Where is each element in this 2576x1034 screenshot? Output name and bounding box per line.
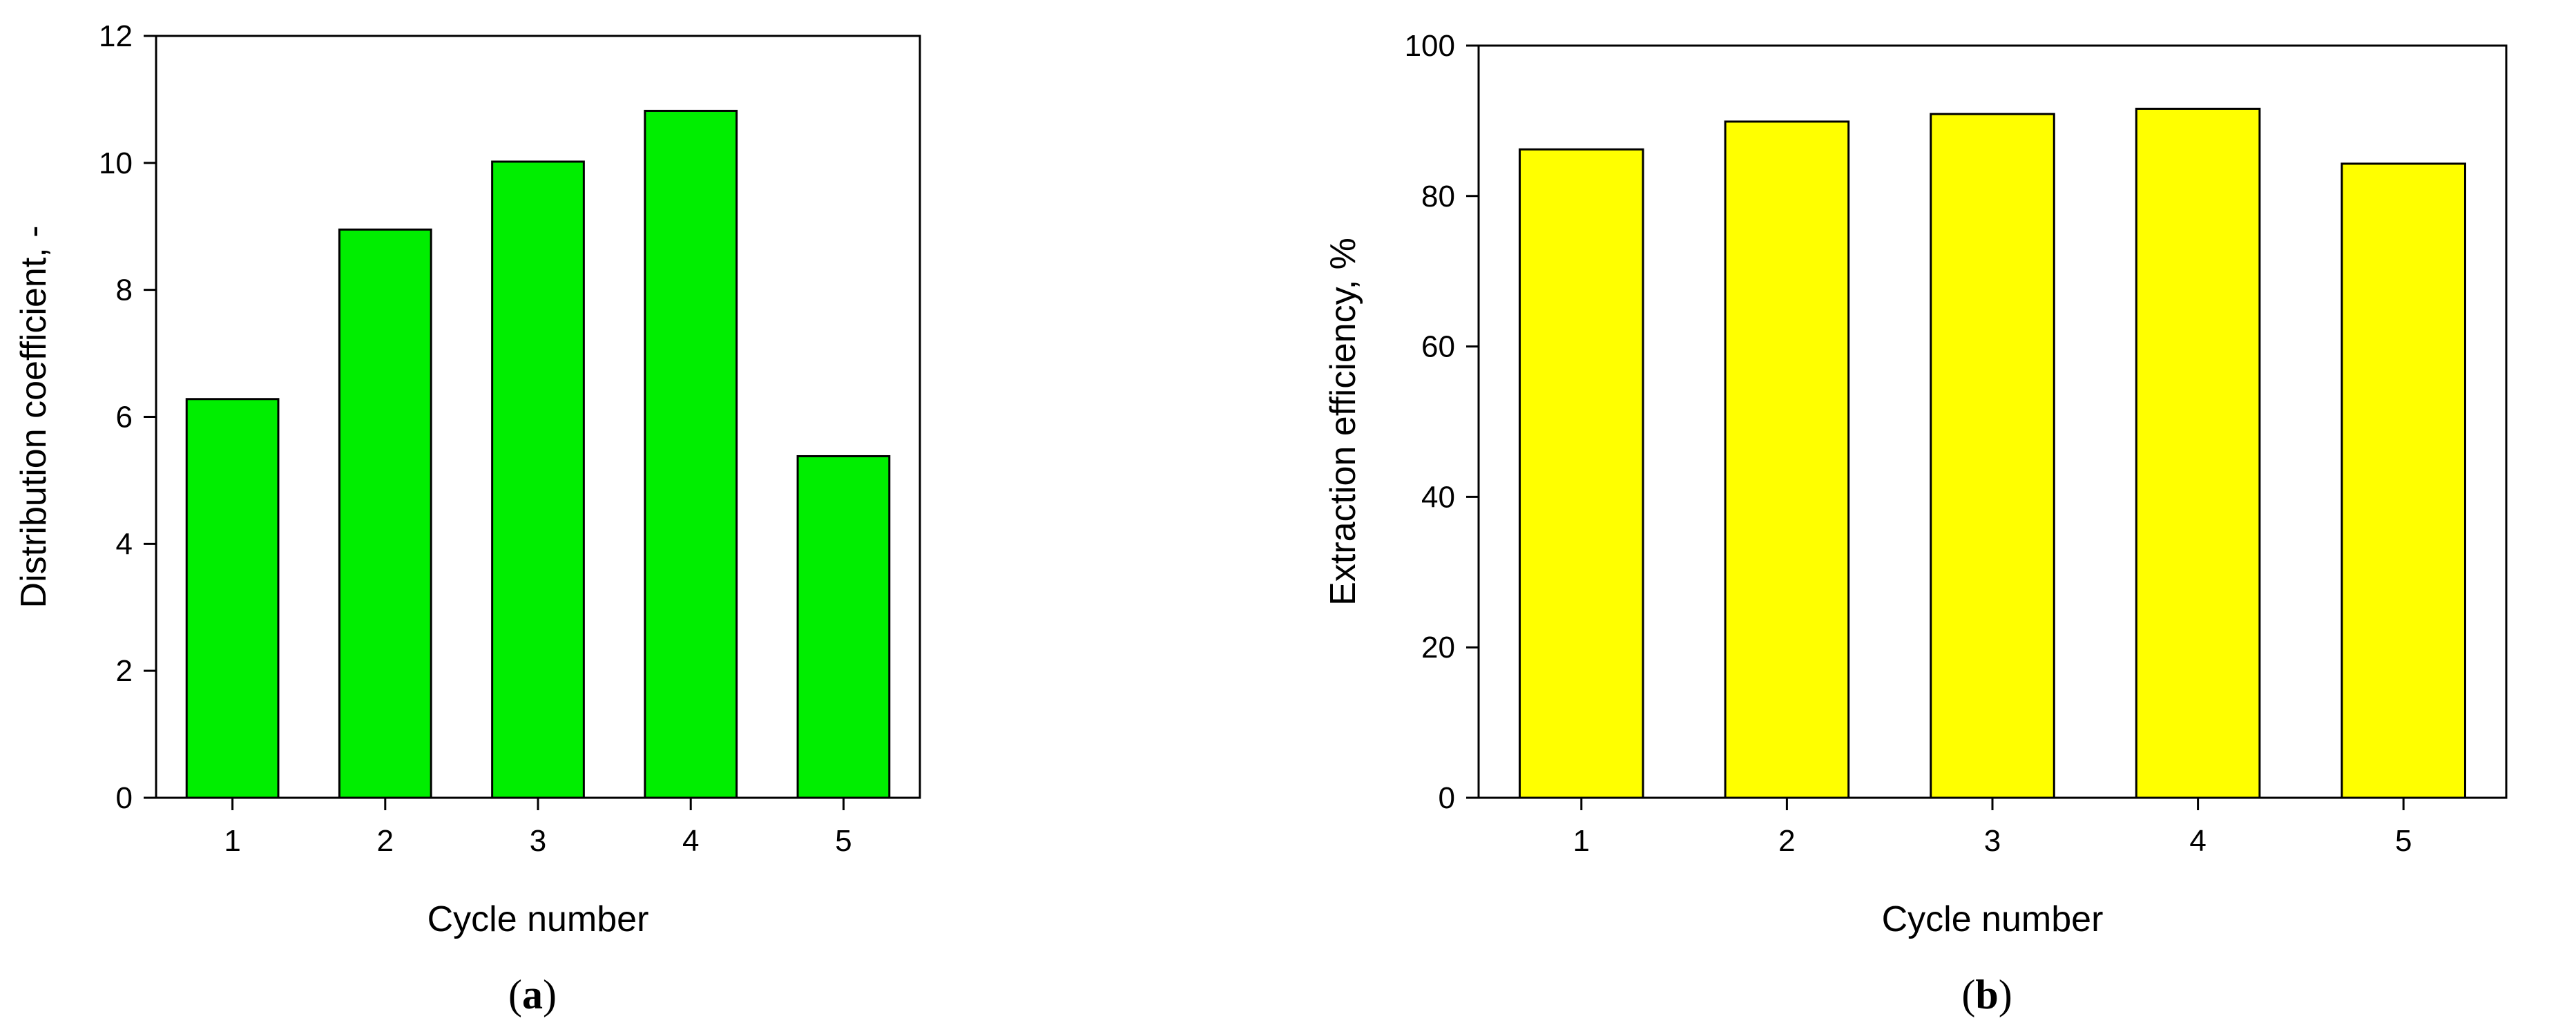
y-tick-label: 40 bbox=[1421, 480, 1455, 514]
bar-cycle-5 bbox=[796, 454, 891, 799]
bar-cycle-4 bbox=[2135, 107, 2261, 799]
y-tick-label: 2 bbox=[116, 654, 133, 688]
x-tick-label: 2 bbox=[377, 824, 394, 858]
bar-cycle-3 bbox=[1930, 113, 2055, 799]
x-tick-label: 4 bbox=[682, 824, 699, 858]
x-tick-label: 1 bbox=[1573, 824, 1590, 858]
panel-label: (b) bbox=[1961, 972, 2012, 1017]
y-tick-label: 20 bbox=[1421, 631, 1455, 664]
x-tick-label: 3 bbox=[530, 824, 546, 858]
bar-cycle-5 bbox=[2340, 162, 2466, 799]
bar-cycle-2 bbox=[338, 228, 432, 799]
y-axis-label: Extraction efficiency, % bbox=[1323, 238, 1363, 606]
x-tick-label: 1 bbox=[224, 824, 240, 858]
y-tick-label: 4 bbox=[116, 527, 133, 561]
bar-cycle-2 bbox=[1724, 120, 1850, 799]
x-tick-label: 2 bbox=[1778, 824, 1795, 858]
y-tick-label: 8 bbox=[116, 274, 133, 307]
bar-cycle-3 bbox=[491, 160, 585, 799]
bar-cycle-4 bbox=[644, 109, 738, 799]
x-tick-label: 4 bbox=[2189, 824, 2206, 858]
y-tick-label: 12 bbox=[99, 19, 133, 53]
y-tick-label: 0 bbox=[116, 781, 133, 815]
x-tick-label: 5 bbox=[2395, 824, 2412, 858]
x-tick-label: 3 bbox=[1984, 824, 2001, 858]
bar-cycle-1 bbox=[1519, 148, 1644, 799]
bar-cycle-1 bbox=[185, 398, 280, 799]
y-tick-label: 100 bbox=[1405, 29, 1455, 63]
y-axis-label: Distribution coefficient, - bbox=[14, 226, 54, 609]
x-tick-label: 5 bbox=[835, 824, 852, 858]
x-axis-label: Cycle number bbox=[427, 899, 649, 939]
y-tick-label: 60 bbox=[1421, 330, 1455, 364]
y-tick-label: 10 bbox=[99, 146, 133, 180]
panel-b: 0 20 40 60 80 100 1 2 3 4 5 Cycle number Extraction … bbox=[1323, 29, 2508, 1017]
panel-label: (a) bbox=[508, 972, 557, 1017]
y-tick-label: 80 bbox=[1421, 180, 1455, 213]
y-tick-label: 0 bbox=[1439, 781, 1455, 815]
x-axis-label: Cycle number bbox=[1882, 899, 2104, 939]
y-tick-label: 6 bbox=[116, 401, 133, 434]
